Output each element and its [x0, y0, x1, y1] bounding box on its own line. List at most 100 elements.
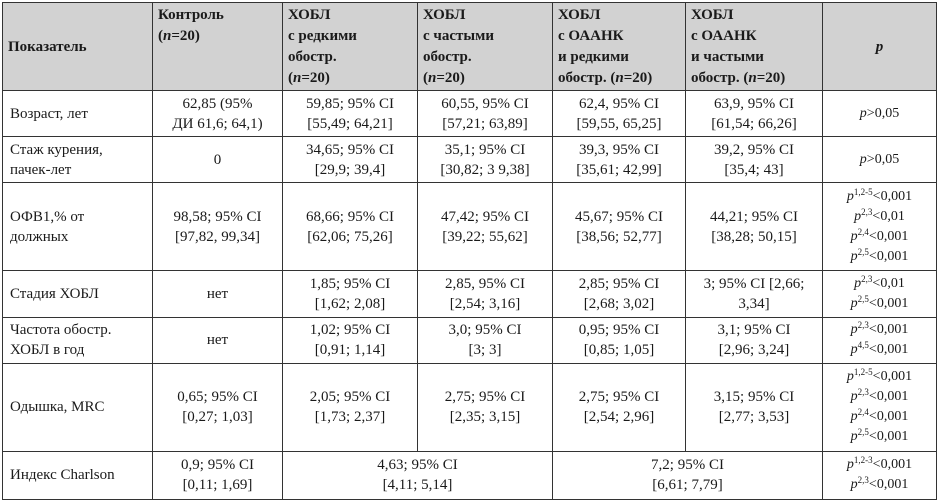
header-line: с частыми: [423, 28, 494, 44]
row-label-line: должных: [10, 228, 69, 245]
header-line: ХОБЛ: [558, 7, 601, 23]
data-cell: 44,21; 95% CI [38,28; 50,15]: [685, 182, 823, 272]
p-value-cell: p 1,2-3 <0,001 p2,3<0,001: [822, 450, 937, 501]
p-comparison: <0,001: [868, 429, 909, 445]
cell-line: [4,11; 5,14]: [382, 477, 453, 494]
cell-line: [1,62; 2,08]: [314, 295, 386, 312]
row-label-line: ОФВ1,% от: [10, 208, 85, 225]
row-label-line: Индекс Charlson: [10, 467, 115, 484]
cell-line: 0,95; 95% CI: [578, 322, 660, 339]
data-cell: 3; 95% CI [2,66; 3,34]: [685, 270, 823, 318]
data-cell: 2,85, 95% CI [2,54; 3,16]: [417, 270, 553, 318]
cell-line: 2,75; 95% CI: [578, 389, 660, 406]
table-row: ОФВ1,% от должных 98,58; 95% CI [97,82, 99,…: [2, 182, 937, 272]
p-comparison: >0,05: [866, 105, 900, 121]
data-cell: 3,0; 95% CI [3; 3]: [417, 316, 553, 364]
row-label: Возраст, лет: [2, 89, 153, 138]
p-superscript: 2,5: [857, 427, 869, 438]
header-line: и частыми: [691, 49, 764, 65]
p-superscript: 2,3: [861, 273, 873, 284]
table-row: Индекс Charlson 0,9; 95% CI [0,11; 1,69] 4,…: [2, 450, 937, 501]
header-row: Показатель Контроль (n=20) ХОБЛ с редкими обо…: [2, 2, 937, 91]
p-symbol: p: [854, 208, 862, 224]
cell-line: 62,4, 95% CI: [579, 95, 659, 112]
cell-line: 0,9; 95% CI: [181, 457, 254, 474]
p-value: p2,4<0,001: [828, 407, 931, 427]
p-value: p2,3<0,001: [828, 475, 931, 495]
cell-line: 68,66; 95% CI: [306, 208, 394, 225]
data-cell: 45,67; 95% CI [38,56; 52,77]: [552, 182, 686, 272]
data-cell: 3,1; 95% CI [2,96; 3,24]: [685, 316, 823, 364]
p-symbol: p: [850, 477, 858, 493]
cell-line: 60,55, 95% CI: [441, 95, 529, 112]
header-line: ХОБЛ: [423, 7, 466, 23]
p-value-cell: p1,2-5<0,001 p2,3<0,001 p2,4<0,001 p2,5<0,0…: [822, 362, 937, 452]
row-label: Стаж курения, пачек-лет: [2, 136, 153, 184]
p-comparison: <0,01: [872, 275, 905, 291]
cell-line: [35,61; 42,99]: [576, 161, 662, 178]
p-superscript: 1,2-5: [853, 186, 873, 197]
cell-line: 34,65; 95% CI: [306, 141, 394, 158]
cell-line: нет: [206, 332, 229, 349]
p-comparison: <0,001: [868, 477, 909, 493]
p-symbol: p: [854, 275, 862, 291]
cell-line: 3,34]: [738, 295, 770, 312]
table-row: Одышка, MRC 0,65; 95% CI [0,27; 1,03] 2,05;…: [2, 362, 937, 452]
p-value: p2,3<0,001: [828, 387, 931, 407]
table-row: Стадия ХОБЛ нет 1,85; 95% CI [1,62; 2,08] 2,…: [2, 270, 937, 318]
header-control: Контроль (n=20): [152, 2, 283, 91]
p-comparison: <0,001: [868, 322, 909, 338]
cell-line: [38,28; 50,15]: [711, 228, 797, 245]
header-copd-frequent: ХОБЛ с частыми обостр. (n=20): [417, 2, 553, 91]
data-cell: 98,58; 95% CI [97,82, 99,34]: [152, 182, 283, 272]
row-label-line: Одышка, MRC: [10, 399, 105, 416]
cell-line: [35,4; 43]: [724, 161, 784, 178]
cell-line: 45,67; 95% CI: [575, 208, 663, 225]
p-value-cell: p>0,05: [822, 136, 937, 184]
cell-line: 1,02; 95% CI: [309, 322, 391, 339]
p-symbol: p: [850, 389, 858, 405]
p-value: p2,3<0,001: [828, 320, 931, 340]
row-label: Индекс Charlson: [2, 450, 153, 501]
data-cell: 2,75; 95% CI [2,54; 2,96]: [552, 362, 686, 452]
p-value: p2,3<0,01: [828, 207, 931, 227]
p-value-cell: p2,3<0,001 p4,5<0,001: [822, 316, 937, 364]
header-line: (n=20): [288, 70, 330, 86]
p-symbol: p: [850, 429, 858, 445]
cell-line: 4,63; 95% CI: [377, 457, 458, 474]
cell-line: [6,61; 7,79]: [652, 477, 723, 494]
cell-line: 98,58; 95% CI: [173, 208, 262, 225]
header-line: ХОБЛ: [691, 7, 734, 23]
p-superscript: 2,4: [857, 407, 869, 418]
cell-line: [0,91; 1,14]: [314, 342, 386, 359]
row-label-line: Частота обостр.: [10, 322, 112, 339]
row-label: Частота обостр. ХОБЛ в год: [2, 316, 153, 364]
cell-line: 3,0; 95% CI: [448, 322, 522, 339]
cell-line: [59,55, 65,25]: [576, 115, 662, 132]
p-superscript: 1,2-5: [853, 367, 873, 378]
data-cell: 47,42; 95% CI [39,22; 55,62]: [417, 182, 553, 272]
header-line: обостр.: [288, 49, 337, 65]
p-superscript: 2,5: [857, 246, 869, 257]
cell-line: 35,1; 95% CI: [444, 141, 526, 158]
cell-line: 59,85; 95% CI: [306, 95, 394, 112]
cell-line: нет: [206, 285, 229, 302]
header-line: обостр.: [423, 49, 472, 65]
p-superscript: 1,2-3: [853, 455, 873, 466]
data-cell: 0,9; 95% CI [0,11; 1,69]: [152, 450, 283, 501]
cell-line: 2,05; 95% CI: [309, 389, 391, 406]
row-label: Стадия ХОБЛ: [2, 270, 153, 318]
p-value: p2,4<0,001: [828, 227, 931, 247]
header-line: обостр. (n=20): [691, 70, 786, 86]
cell-line: 3; 95% CI [2,66;: [703, 275, 805, 292]
cell-line: 47,42; 95% CI: [441, 208, 529, 225]
cell-line: 3,1; 95% CI: [717, 322, 791, 339]
header-line: с ОААНК: [691, 28, 757, 44]
cell-line: 39,3, 95% CI: [579, 141, 659, 158]
row-label-line: Возраст, лет: [10, 105, 88, 122]
header-line: с редкими: [288, 28, 357, 44]
data-cell: 60,55, 95% CI [57,21; 63,89]: [417, 89, 553, 138]
cell-line: [2,77; 3,53]: [718, 409, 790, 426]
header-line: ХОБЛ: [288, 7, 331, 23]
